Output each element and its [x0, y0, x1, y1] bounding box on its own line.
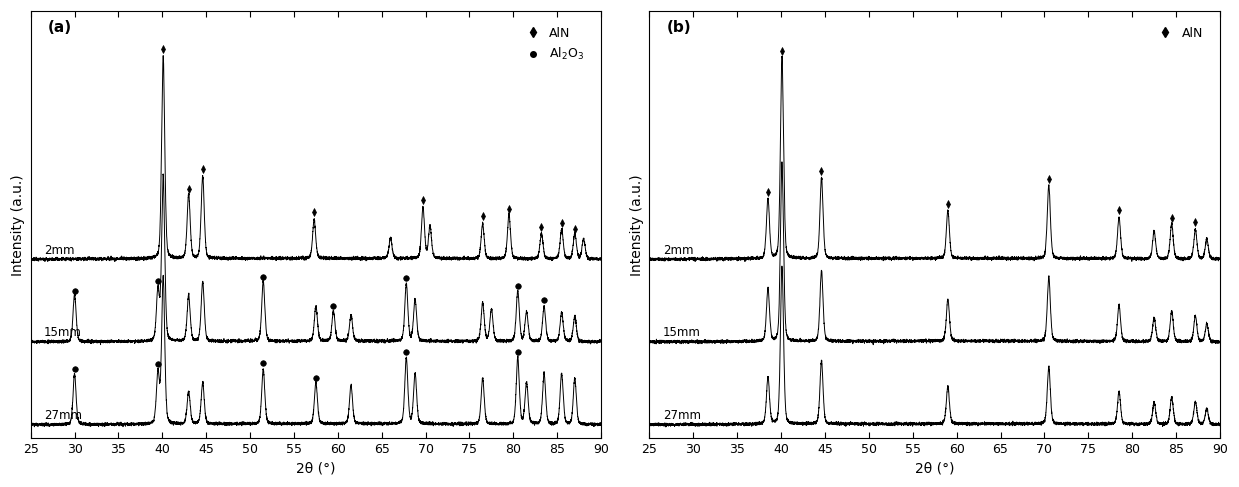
Text: 27mm: 27mm — [43, 409, 82, 422]
Y-axis label: Intensity (a.u.): Intensity (a.u.) — [629, 174, 644, 276]
Y-axis label: Intensity (a.u.): Intensity (a.u.) — [11, 174, 25, 276]
Text: 2mm: 2mm — [43, 244, 74, 257]
Text: 15mm: 15mm — [43, 326, 82, 339]
Legend: AlN: AlN — [1147, 21, 1208, 45]
Text: 2mm: 2mm — [663, 244, 693, 257]
Legend: AlN, Al$_2$O$_3$: AlN, Al$_2$O$_3$ — [515, 21, 590, 67]
X-axis label: 2θ (°): 2θ (°) — [296, 462, 336, 476]
Text: (a): (a) — [48, 19, 72, 35]
Text: 15mm: 15mm — [663, 326, 700, 339]
Text: (b): (b) — [667, 19, 691, 35]
X-axis label: 2θ (°): 2θ (°) — [914, 462, 954, 476]
Text: 27mm: 27mm — [663, 409, 700, 422]
